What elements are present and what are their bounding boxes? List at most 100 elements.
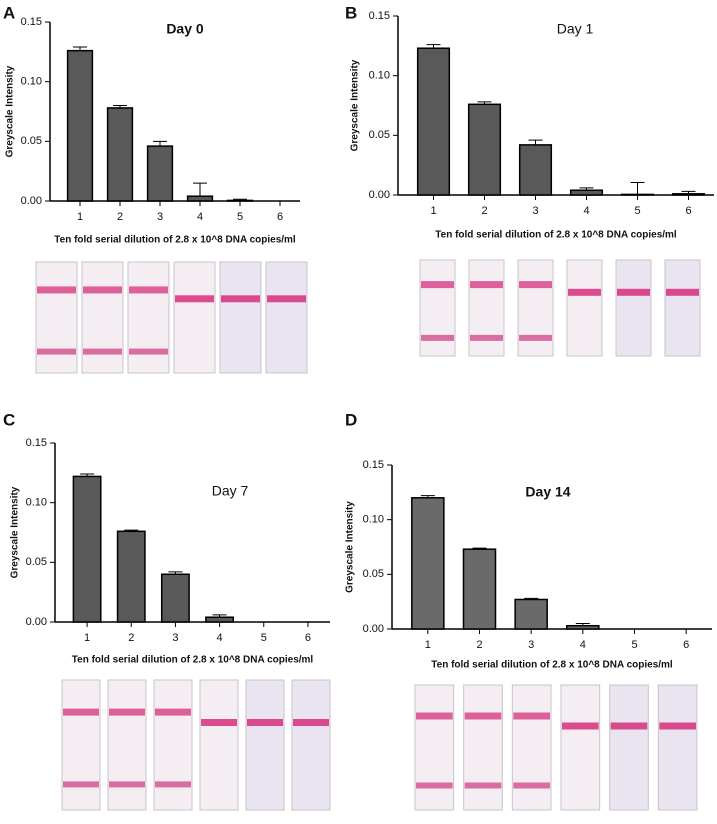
x-tick-label: 1	[77, 211, 83, 223]
bar	[146, 145, 174, 202]
x-tick-label: 4	[217, 632, 223, 644]
test-line	[421, 334, 454, 341]
y-tick-label: 0.15	[363, 459, 384, 471]
control-line	[666, 288, 699, 296]
test-strip	[35, 261, 78, 374]
control-line	[416, 712, 453, 720]
control-line	[562, 722, 599, 730]
test-strip	[107, 679, 147, 811]
x-tick-label: 1	[425, 639, 431, 651]
test-line	[83, 348, 122, 355]
control-line	[470, 281, 503, 289]
x-axis-title: Ten fold serial dilution of 2.8 x 10^8 D…	[431, 660, 673, 671]
error-bar	[193, 182, 207, 197]
control-line	[513, 712, 550, 720]
chart-title: Day 14	[525, 484, 570, 500]
y-axis-title: Greyscale Intensity	[10, 486, 21, 578]
y-tick-label: 0.15	[21, 16, 42, 28]
x-tick-label: 4	[197, 211, 203, 223]
control-line	[129, 286, 168, 294]
error-bar	[681, 190, 696, 194]
x-tick-label: 3	[157, 211, 163, 223]
error-bar	[168, 571, 183, 575]
x-tick-label: 6	[305, 632, 311, 644]
test-line	[470, 334, 503, 341]
x-tick-label: 1	[84, 632, 90, 644]
test-strip	[468, 259, 505, 357]
error-bar	[477, 101, 492, 105]
y-tick-label: 0.10	[21, 76, 42, 88]
control-line	[175, 295, 214, 303]
control-line	[37, 286, 76, 294]
x-tick-label: 5	[631, 639, 637, 651]
test-strip	[81, 261, 124, 374]
control-line	[155, 708, 191, 716]
control-line	[519, 281, 552, 289]
error-bar	[575, 623, 590, 626]
x-tick-label: 4	[580, 639, 586, 651]
bar	[186, 195, 214, 202]
test-strip	[265, 261, 308, 374]
panel-label: A	[3, 3, 15, 22]
error-bar	[420, 495, 435, 498]
control-line	[464, 712, 502, 720]
test-strip	[511, 684, 552, 811]
test-strip	[517, 259, 554, 357]
chart-title: Day 1	[557, 21, 594, 37]
y-axis-title: Greyscale Intensity	[350, 59, 361, 151]
y-tick-label: 0.00	[363, 623, 384, 635]
test-strip	[61, 679, 101, 811]
y-tick-label: 0.05	[26, 556, 47, 568]
x-tick-label: 6	[277, 211, 283, 223]
test-line	[129, 348, 168, 355]
chart-title: Day 7	[212, 483, 249, 499]
error-bar	[113, 105, 127, 108]
error-bar	[212, 614, 227, 618]
test-strip	[127, 261, 170, 374]
bar	[467, 103, 502, 196]
y-tick-label: 0.10	[369, 70, 390, 82]
test-strip	[615, 259, 652, 357]
x-tick-label: 4	[583, 205, 589, 217]
bar	[462, 548, 497, 630]
test-strip	[173, 261, 216, 374]
bar	[106, 107, 134, 202]
bar	[411, 497, 445, 630]
test-line	[37, 348, 76, 355]
test-strip	[219, 261, 262, 374]
error-bar	[579, 187, 594, 191]
x-tick-label: 5	[261, 632, 267, 644]
test-line	[155, 781, 191, 788]
panel-label: B	[345, 3, 357, 22]
y-tick-label: 0.10	[363, 514, 384, 526]
control-line	[568, 288, 601, 296]
test-strip	[560, 684, 601, 811]
test-strip	[291, 679, 331, 811]
x-tick-label: 5	[237, 211, 243, 223]
control-line	[221, 295, 260, 303]
bar	[226, 199, 254, 202]
error-bar	[80, 473, 95, 477]
error-bar	[528, 139, 543, 145]
y-tick-label: 0.10	[26, 497, 47, 509]
test-strip	[566, 259, 603, 357]
panel-label: D	[345, 410, 357, 429]
x-tick-label: 2	[476, 639, 482, 651]
test-strip	[664, 259, 701, 357]
control-line	[659, 722, 696, 730]
bar	[518, 144, 553, 196]
bar	[116, 530, 146, 623]
test-strip	[609, 684, 649, 811]
bar	[514, 598, 548, 630]
bar	[160, 573, 190, 623]
control-line	[109, 708, 145, 716]
control-line	[617, 288, 650, 296]
test-line	[63, 781, 99, 788]
bar	[72, 475, 102, 623]
x-tick-label: 3	[532, 205, 538, 217]
x-tick-label: 2	[128, 632, 134, 644]
test-strip	[657, 684, 698, 811]
y-tick-label: 0.15	[369, 10, 390, 22]
y-tick-label: 0.00	[369, 189, 390, 201]
bar	[569, 189, 604, 196]
